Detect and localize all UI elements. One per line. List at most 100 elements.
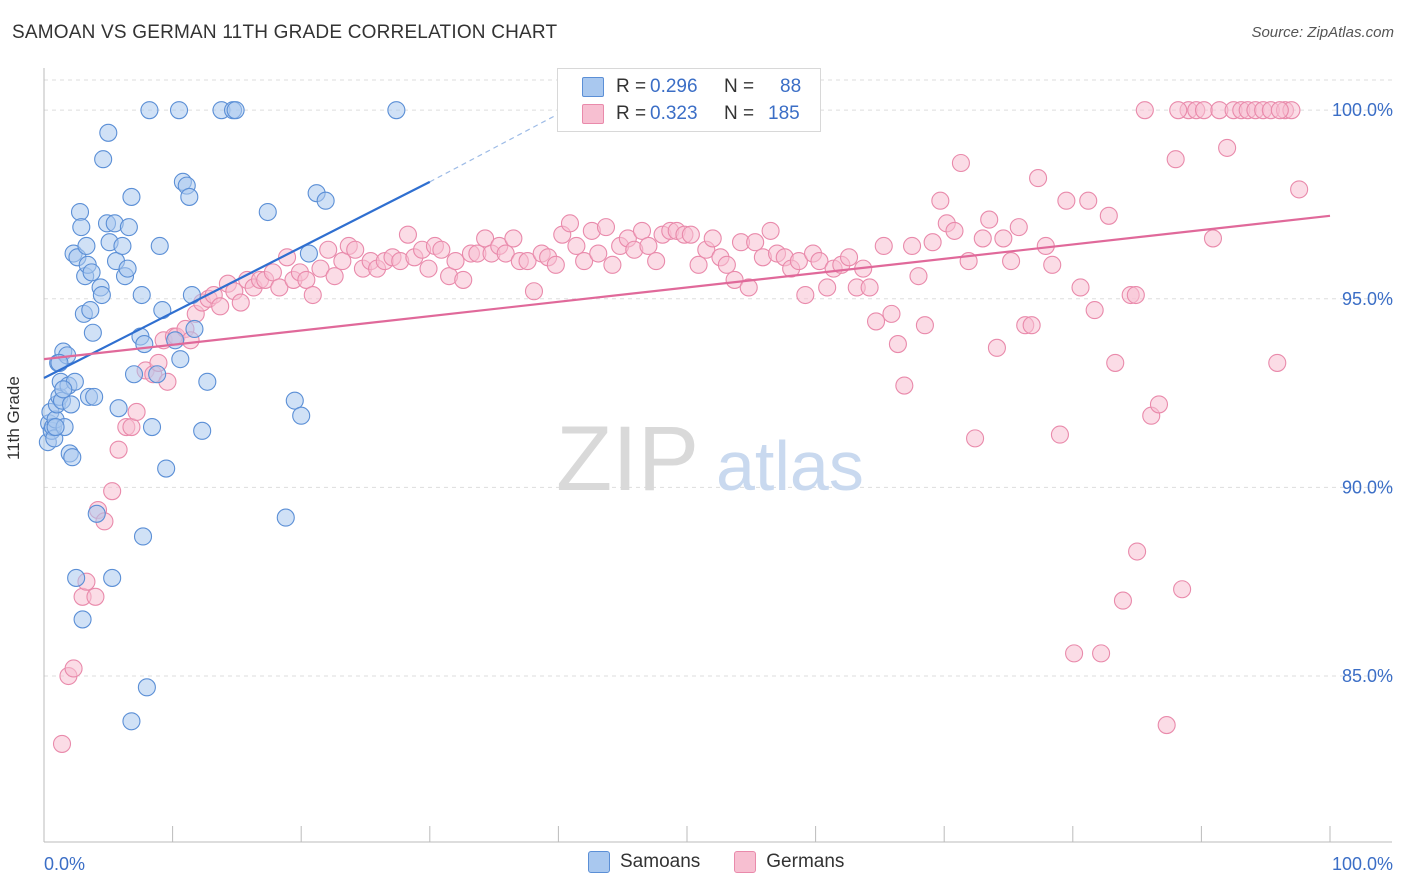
germans-point bbox=[632, 221, 652, 240]
germans-point bbox=[895, 376, 914, 395]
samoans-point bbox=[118, 259, 137, 278]
samoans-point bbox=[157, 459, 176, 478]
samoans-trend-extension bbox=[429, 113, 559, 183]
samoans-r-value: 0.296 bbox=[650, 76, 698, 97]
chart-title: SAMOAN VS GERMAN 11TH GRADE CORRELATION … bbox=[12, 22, 558, 43]
germans-point bbox=[902, 236, 922, 256]
series-legend: Samoans Germans bbox=[588, 851, 878, 873]
samoans-point bbox=[150, 236, 169, 256]
samoans-point bbox=[99, 123, 118, 142]
germans-point bbox=[866, 312, 886, 331]
samoans-point bbox=[77, 236, 96, 256]
germans-point bbox=[1166, 150, 1185, 169]
samoans-point bbox=[63, 448, 82, 467]
germans-n-value: 185 bbox=[768, 103, 800, 124]
y-tick-label: 95.0% bbox=[1342, 289, 1393, 309]
germans-r-label: R = bbox=[616, 103, 647, 124]
germans-point bbox=[524, 282, 544, 301]
germans-point bbox=[681, 225, 700, 244]
samoans-point bbox=[135, 335, 154, 354]
germans-point bbox=[647, 252, 666, 271]
samoans-point bbox=[72, 218, 91, 237]
samoans-point bbox=[54, 380, 73, 399]
samoans-r-label: R = bbox=[616, 76, 647, 97]
germans-point bbox=[109, 440, 128, 459]
x-tick-label-min: 0.0% bbox=[44, 854, 85, 874]
germans-point bbox=[518, 252, 537, 271]
germans-swatch bbox=[582, 104, 604, 124]
samoans-point bbox=[226, 101, 245, 120]
germans-point bbox=[127, 402, 146, 422]
germans-point bbox=[987, 338, 1006, 357]
germans-point bbox=[1043, 255, 1062, 274]
germans-point bbox=[717, 255, 736, 274]
samoans-point bbox=[299, 244, 318, 263]
samoans-legend-label: Samoans bbox=[620, 851, 701, 872]
samoans-point bbox=[140, 101, 159, 120]
germans-point bbox=[725, 270, 744, 289]
samoans-point bbox=[73, 610, 92, 629]
germans-point bbox=[789, 252, 808, 271]
samoans-point bbox=[142, 417, 162, 437]
germans-point bbox=[1270, 101, 1289, 120]
watermark-zip: ZIP bbox=[556, 408, 699, 510]
germans-r-value: 0.323 bbox=[650, 103, 698, 124]
germans-point bbox=[1092, 644, 1111, 663]
samoans-n-value: 88 bbox=[780, 76, 802, 97]
germans-point bbox=[1203, 229, 1223, 248]
stats-legend: R = 0.296 N = 88 R = 0.323 N = 185 bbox=[557, 68, 821, 132]
germans-point bbox=[818, 278, 837, 297]
germans-point bbox=[746, 233, 765, 252]
samoans-point bbox=[180, 187, 199, 206]
germans-point bbox=[1002, 252, 1021, 271]
germans-point bbox=[419, 259, 438, 278]
germans-point bbox=[1173, 580, 1192, 599]
samoans-point bbox=[67, 568, 86, 587]
samoans-point bbox=[92, 285, 111, 305]
germans-point bbox=[1128, 542, 1147, 561]
samoans-legend-swatch bbox=[588, 851, 610, 873]
germans-point bbox=[325, 267, 344, 286]
samoans-point bbox=[122, 187, 141, 206]
germans-point bbox=[297, 270, 316, 289]
germans-point bbox=[882, 304, 901, 323]
germans-point bbox=[703, 229, 722, 248]
germans-point bbox=[1079, 191, 1098, 210]
germans-point bbox=[639, 236, 658, 256]
germans-point bbox=[1290, 180, 1309, 199]
germans-point bbox=[346, 240, 365, 259]
samoans-point bbox=[113, 236, 132, 256]
germans-point bbox=[560, 214, 580, 233]
germans-point bbox=[596, 218, 616, 237]
germans-point bbox=[1169, 101, 1188, 120]
germans-point bbox=[333, 252, 352, 271]
samoans-point bbox=[137, 678, 156, 697]
samoans-point bbox=[122, 712, 141, 731]
samoans-point bbox=[119, 218, 138, 237]
germans-point bbox=[270, 278, 289, 297]
germans-point bbox=[839, 248, 859, 267]
germans-point bbox=[546, 255, 565, 274]
germans-point bbox=[945, 221, 964, 240]
legend-row-germans: R = 0.323 N = 185 bbox=[558, 101, 800, 127]
germans-point bbox=[994, 229, 1013, 248]
samoans-point bbox=[81, 301, 100, 320]
legend-item-samoans[interactable]: Samoans bbox=[588, 851, 700, 873]
germans-point bbox=[1268, 353, 1287, 372]
germans-point bbox=[1065, 644, 1084, 663]
samoans-point bbox=[292, 406, 311, 425]
germans-point bbox=[980, 210, 999, 229]
germans-point bbox=[589, 244, 608, 263]
samoans-trend-line bbox=[43, 180, 431, 379]
legend-item-germans[interactable]: Germans bbox=[734, 851, 844, 873]
germans-point bbox=[1022, 316, 1041, 335]
germans-point bbox=[1057, 191, 1076, 210]
germans-point bbox=[476, 229, 495, 248]
germans-point bbox=[739, 278, 758, 297]
germans-point bbox=[810, 252, 829, 271]
germans-point bbox=[689, 255, 708, 274]
germans-point bbox=[1157, 716, 1176, 735]
samoans-point bbox=[258, 202, 277, 222]
germans-point bbox=[1085, 301, 1104, 320]
